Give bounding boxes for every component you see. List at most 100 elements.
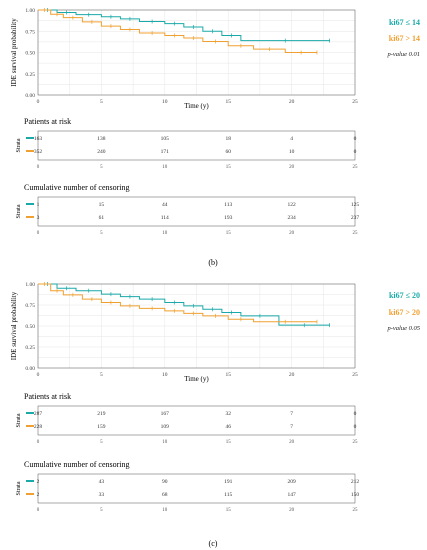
risk-table-x-tick: 15 bbox=[226, 440, 232, 445]
risk-table-title: Patients at risk bbox=[24, 117, 71, 126]
risk-table-cell: 60 bbox=[225, 149, 231, 155]
censor-table-x-tick: 25 bbox=[353, 231, 359, 236]
censor-table-x-tick: 0 bbox=[37, 508, 40, 513]
p-value-label: p-value 0.01 bbox=[387, 51, 421, 58]
censor-table-frame bbox=[37, 196, 356, 227]
censor-table-x-tick: 5 bbox=[100, 231, 103, 236]
y-tick-label: 0.00 bbox=[25, 366, 35, 372]
risk-table-title: Patients at risk bbox=[24, 392, 71, 401]
censor-table-cell: 191 bbox=[224, 479, 233, 485]
risk-table-cell: 4 bbox=[290, 136, 293, 142]
risk-table-cell: 7 bbox=[290, 411, 293, 417]
censor-table-cell: 193 bbox=[224, 215, 233, 221]
x-tick-label: 25 bbox=[352, 99, 358, 105]
risk-table-x-tick: 20 bbox=[289, 440, 295, 445]
y-tick-label: 0.00 bbox=[25, 93, 35, 99]
x-tick-label: 5 bbox=[100, 372, 103, 378]
x-tick-label: 5 bbox=[100, 99, 103, 105]
y-tick-label: 0.50 bbox=[25, 51, 35, 57]
x-tick-label: 25 bbox=[352, 372, 358, 378]
risk-table-cell: 7 bbox=[290, 424, 293, 430]
risk-table-cell: 171 bbox=[161, 149, 170, 155]
x-tick-label: 15 bbox=[225, 99, 231, 105]
x-tick-label: 20 bbox=[289, 99, 295, 105]
risk-table-cell: 10 bbox=[289, 149, 295, 155]
censor-table-cell: 2 bbox=[37, 492, 40, 498]
censor-table-cell: 115 bbox=[224, 492, 232, 498]
censor-table-cell: 150 bbox=[351, 492, 360, 498]
risk-table-x-tick: 25 bbox=[353, 440, 359, 445]
risk-table-cell: 0 bbox=[354, 411, 357, 417]
panel-label-c: (c) bbox=[209, 539, 218, 548]
y-tick-label: 0.25 bbox=[25, 72, 35, 78]
x-tick-label: 0 bbox=[37, 99, 40, 105]
censor-table-cell: 90 bbox=[162, 479, 168, 485]
censor-table-strata-label: Strata bbox=[16, 481, 22, 495]
risk-table-frame bbox=[37, 405, 356, 436]
risk-table-x-tick: 0 bbox=[37, 165, 40, 170]
legend-entry-1: ki67 > 14 bbox=[389, 34, 420, 43]
p-value-label: p-value 0.05 bbox=[387, 325, 421, 332]
risk-table-cell: 287 bbox=[34, 411, 43, 417]
censor-table-cell: 3 bbox=[37, 215, 40, 221]
censor-table-cell: 33 bbox=[99, 492, 105, 498]
series-line-0 bbox=[38, 283, 330, 326]
x-tick-label: 10 bbox=[162, 99, 168, 105]
risk-table-cell: 163 bbox=[34, 136, 43, 142]
censor-table-title: Cumulative number of censoring bbox=[24, 460, 130, 469]
censor-table-cell: 61 bbox=[99, 215, 105, 221]
censor-table-cell: 114 bbox=[161, 215, 169, 221]
risk-table-frame bbox=[37, 130, 356, 161]
censor-table-x-tick: 10 bbox=[162, 231, 168, 236]
plot-frame bbox=[37, 283, 356, 369]
risk-table-cell: 32 bbox=[225, 411, 231, 417]
censor-table-x-tick: 20 bbox=[289, 231, 295, 236]
y-tick-label: 0.50 bbox=[25, 324, 35, 330]
censor-table-strata-label: Strata bbox=[16, 204, 22, 218]
censor-table-cell: 15 bbox=[99, 202, 105, 208]
censor-table-x-tick: 0 bbox=[37, 231, 40, 236]
risk-table-cell: 0 bbox=[354, 149, 357, 155]
series-line-1 bbox=[38, 283, 317, 323]
risk-table-cell: 109 bbox=[161, 424, 170, 430]
censor-table-x-tick: 15 bbox=[226, 231, 232, 236]
risk-table-x-tick: 5 bbox=[100, 165, 103, 170]
risk-table-x-tick: 20 bbox=[289, 165, 295, 170]
legend-entry-0: ki67 ≤ 14 bbox=[389, 18, 420, 27]
risk-table-cell: 46 bbox=[225, 424, 231, 430]
legend-entry-0: ki67 ≤ 20 bbox=[389, 291, 420, 300]
panel-label-b: (b) bbox=[208, 258, 218, 267]
y-tick-label: 0.75 bbox=[25, 29, 35, 35]
risk-table-cell: 105 bbox=[161, 136, 170, 142]
y-tick-label: 0.25 bbox=[25, 345, 35, 351]
risk-table-x-tick: 0 bbox=[37, 440, 40, 445]
censor-table-cell: 234 bbox=[287, 215, 296, 221]
risk-table-x-tick: 5 bbox=[100, 440, 103, 445]
risk-table-x-tick: 25 bbox=[353, 165, 359, 170]
censor-table: Cumulative number of censoring Strata 2 43 9… bbox=[16, 460, 359, 513]
censor-table-cell: 237 bbox=[351, 215, 360, 221]
censor-table-cell: 2 bbox=[37, 479, 40, 485]
risk-table-cell: 240 bbox=[97, 149, 106, 155]
risk-table-cell: 159 bbox=[97, 424, 106, 430]
x-axis-label: Time (y) bbox=[184, 375, 209, 383]
plot-frame bbox=[37, 9, 356, 96]
risk-table-cell: 0 bbox=[354, 136, 357, 142]
censor-table-x-tick: 10 bbox=[162, 508, 168, 513]
risk-table: Patients at risk Strata 287 219 167 32 7 0 228 15… bbox=[16, 392, 358, 445]
censor-table-x-tick: 15 bbox=[226, 508, 232, 513]
x-tick-label: 15 bbox=[225, 372, 231, 378]
plot-grid bbox=[37, 283, 356, 369]
x-tick-label: 0 bbox=[37, 372, 40, 378]
censor-table-x-tick: 20 bbox=[289, 508, 295, 513]
censor-table-cell: 212 bbox=[351, 479, 360, 485]
y-axis-label: IDE survival probability bbox=[10, 291, 18, 360]
y-tick-label: 1.00 bbox=[25, 282, 35, 288]
risk-table-cell: 167 bbox=[161, 411, 170, 417]
x-axis-label: Time (y) bbox=[184, 102, 209, 110]
legend-entry-1: ki67 > 20 bbox=[389, 308, 420, 317]
